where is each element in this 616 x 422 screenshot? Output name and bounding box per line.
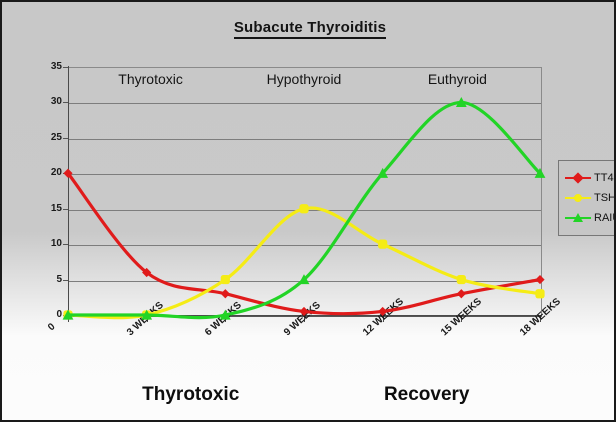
data-point-diamond — [220, 289, 230, 299]
data-point-triangle — [534, 167, 546, 178]
y-tick-label: 20 — [50, 167, 62, 179]
data-point-triangle — [298, 274, 310, 285]
legend-label-tt4: TT4 — [594, 172, 614, 184]
y-tick-label: 30 — [50, 96, 62, 108]
legend-label-raiu: RAIU — [594, 212, 614, 224]
y-tick-mark — [63, 208, 68, 210]
data-point-triangle — [219, 309, 231, 320]
data-point-diamond — [378, 306, 388, 317]
data-point-circle — [535, 289, 545, 299]
legend-item-tt4[interactable]: TT4 — [565, 168, 614, 188]
chart-title-text: Subacute Thyroiditis — [233, 19, 387, 39]
y-tick-label: 35 — [50, 61, 62, 72]
series-line — [66, 171, 542, 316]
data-point-diamond — [456, 289, 466, 299]
gridline — [69, 103, 541, 105]
y-tick-label: 5 — [56, 273, 62, 285]
data-point-circle — [456, 274, 466, 285]
gridline — [69, 245, 541, 247]
x-tick-mark — [540, 315, 541, 322]
legend: TT4 TSH RAIU — [558, 160, 616, 236]
series-canvas — [62, 97, 546, 320]
y-tick-mark — [63, 279, 68, 281]
data-point-diamond — [535, 274, 545, 285]
gridline — [69, 174, 541, 176]
y-tick-mark — [63, 244, 68, 246]
y-tick-mark — [63, 137, 68, 139]
data-point-diamond — [63, 168, 73, 178]
series-raiu — [62, 97, 546, 320]
tt4-swatch-icon — [565, 171, 591, 185]
chart-title: Subacute Thyroiditis — [2, 19, 614, 39]
tsh-swatch-icon — [565, 191, 591, 205]
y-tick-mark — [63, 67, 68, 68]
y-tick-label: 15 — [50, 202, 62, 214]
gridline — [69, 138, 541, 140]
data-point-circle — [220, 274, 230, 285]
x-tick-mark — [382, 315, 384, 322]
data-point-circle — [378, 239, 388, 249]
legend-item-tsh[interactable]: TSH — [565, 188, 616, 208]
data-point-triangle — [455, 97, 467, 108]
x-tick-mark — [461, 315, 463, 322]
data-point-triangle — [62, 309, 74, 320]
phase-annotation: Hypothyroid — [266, 71, 342, 88]
legend-item-raiu[interactable]: RAIU — [565, 208, 614, 228]
x-tick-label: 0 — [46, 321, 58, 334]
y-tick-mark — [63, 102, 68, 104]
summary-label: Recovery — [383, 384, 470, 405]
data-point-diamond — [299, 306, 309, 317]
y-tick-label: 10 — [50, 238, 62, 250]
series-tt4 — [63, 168, 545, 317]
y-axis-line — [68, 66, 69, 316]
data-point-diamond — [142, 267, 152, 278]
data-point-circle — [299, 204, 309, 214]
y-tick-label: 0 — [56, 309, 62, 320]
phase-annotation: Euthyroid — [427, 71, 487, 88]
summary-label: Thyrotoxic — [142, 384, 240, 405]
legend-label-tsh: TSH — [594, 192, 616, 204]
x-tick-mark — [304, 315, 305, 322]
series-line — [66, 206, 542, 320]
y-tick-label: 25 — [50, 131, 62, 143]
raiu-swatch-icon — [565, 211, 591, 225]
phase-annotation: Thyrotoxic — [118, 71, 183, 88]
data-point-triangle — [377, 167, 389, 178]
data-point-triangle — [141, 309, 153, 320]
